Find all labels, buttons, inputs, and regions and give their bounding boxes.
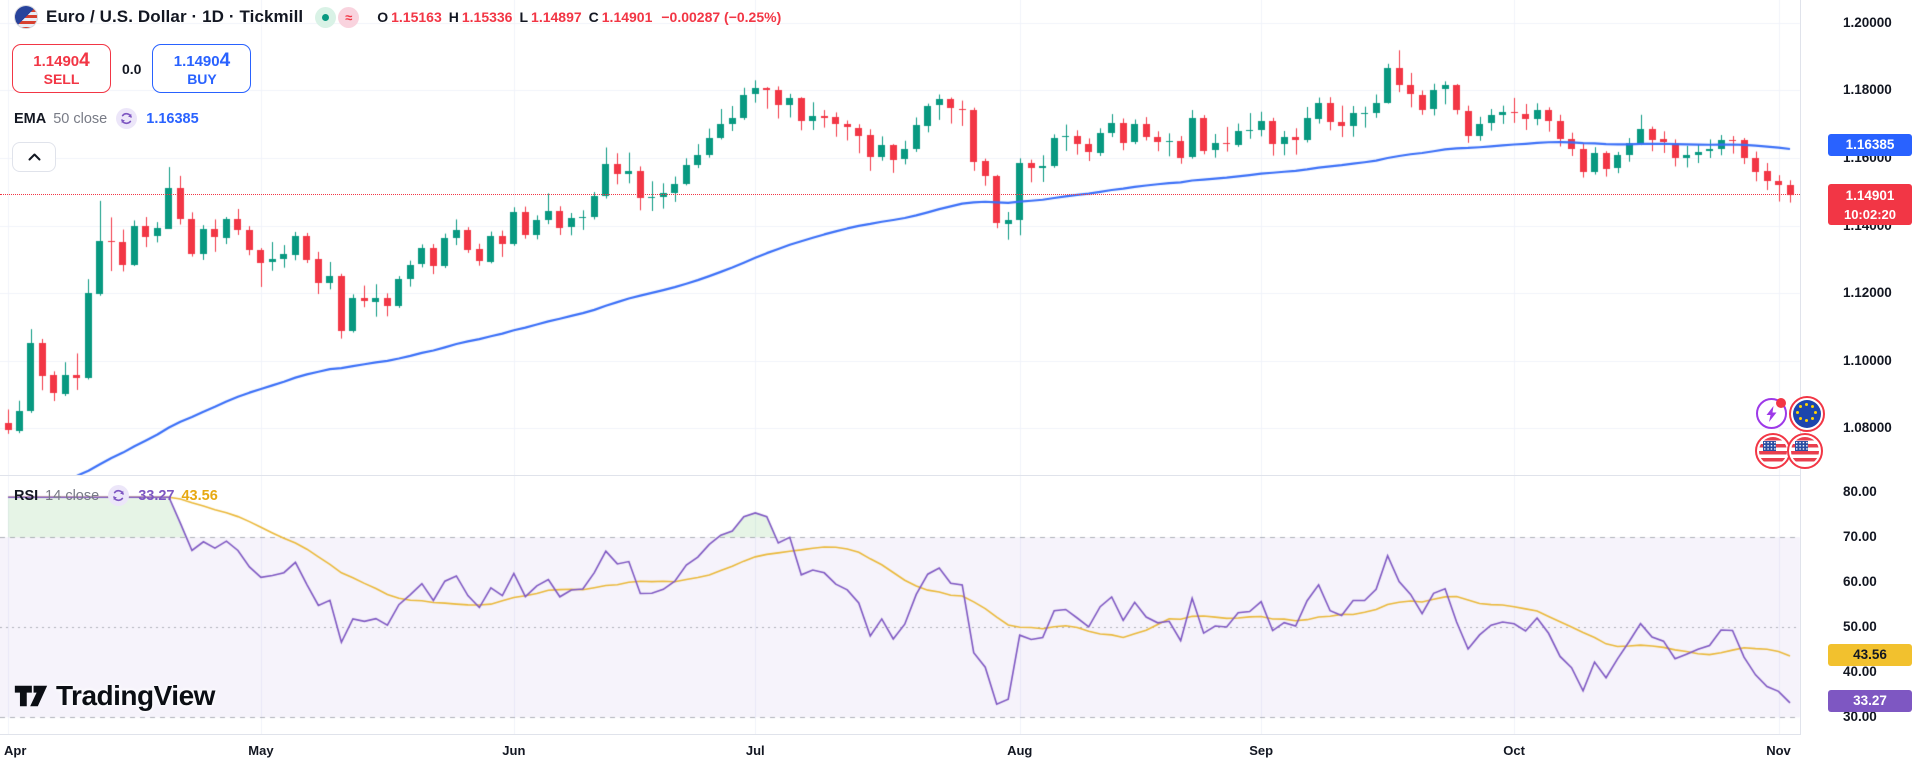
notification-dot	[1776, 398, 1786, 408]
rsi-ma-badge[interactable]: 43.56	[1828, 644, 1912, 666]
price-axis-tick: 1.10000	[1843, 352, 1892, 368]
time-axis-separator	[0, 734, 1919, 735]
rsi-ma-value: 43.56	[181, 487, 218, 504]
market-open-icon	[315, 6, 337, 28]
tradingview-mark-icon	[14, 685, 48, 707]
rsi-axis-tick: 70.00	[1843, 529, 1877, 545]
time-axis-label: Jul	[745, 743, 765, 758]
symbol-flag-icon	[14, 5, 38, 29]
low-value: 1.14897	[531, 9, 582, 25]
broker-flags-watermark	[1754, 396, 1826, 470]
time-axis-label: Nov	[1766, 743, 1791, 758]
price-axis-tick: 1.18000	[1843, 82, 1892, 98]
us-flag-icon	[1787, 433, 1823, 469]
price-axis-tick: 1.08000	[1843, 420, 1892, 436]
delayed-data-icon: ≈	[338, 6, 360, 28]
eu-flag-icon	[1789, 396, 1825, 432]
rsi-axis-tick: 50.00	[1843, 619, 1877, 635]
time-axis-label: Oct	[1503, 743, 1525, 758]
collapse-legend-button[interactable]	[12, 142, 56, 172]
bar-countdown: 10:02:20	[1843, 206, 1897, 222]
price-axis-tick: 1.20000	[1843, 14, 1892, 30]
rsi-axis-tick: 60.00	[1843, 574, 1877, 590]
price-axis-separator[interactable]	[1800, 0, 1801, 769]
rsi-indicator-legend[interactable]: RSI 14 close 33.27 43.56	[14, 485, 218, 506]
close-value: 1.14901	[601, 9, 653, 25]
time-axis[interactable]: Apr May Jun Jul Aug Sep Oct Nov	[0, 735, 1919, 769]
change-value: −0.00287 (−0.25%)	[661, 9, 782, 25]
market-status[interactable]: ≈	[315, 6, 360, 28]
time-axis-label: Aug	[1007, 743, 1033, 758]
us-flag-icon	[1755, 433, 1791, 469]
last-price-badge[interactable]: 1.14901 10:02:20	[1828, 184, 1912, 225]
ohlc-values: O 1.15163 H 1.15336 L 1.14897 C 1.14901 −0.0…	[377, 9, 782, 25]
time-axis-label: Sep	[1249, 743, 1274, 758]
panel-separator[interactable]	[0, 475, 1919, 476]
rsi-value-badge[interactable]: 33.27	[1828, 690, 1912, 712]
rsi-value: 33.27	[138, 487, 175, 504]
high-value: 1.15336	[461, 9, 513, 25]
ema-indicator-legend[interactable]: EMA 50 close 1.16385	[14, 108, 199, 129]
trade-panel: 1.14904 SELL 0.0 1.14904 BUY	[12, 44, 252, 93]
time-axis-label: Jun	[502, 743, 526, 758]
rsi-axis-tick: 40.00	[1843, 664, 1877, 680]
indicator-loading-icon	[108, 485, 130, 506]
rsi-axis-tick: 30.00	[1843, 709, 1877, 725]
indicator-loading-icon	[116, 108, 138, 129]
sell-button[interactable]: 1.14904 SELL	[12, 44, 111, 93]
timeframe-label: 1D	[202, 7, 225, 26]
spread-value: 0.0	[122, 60, 142, 77]
open-value: 1.15163	[391, 9, 442, 25]
buy-button[interactable]: 1.14904 BUY	[152, 44, 252, 93]
last-price-line	[0, 194, 1800, 195]
tradingview-logo[interactable]: TradingView	[14, 680, 215, 712]
time-axis-label: May	[248, 743, 274, 758]
symbol-title[interactable]: Euro / U.S. Dollar · 1D · Tickmill	[46, 7, 304, 26]
symbol-legend: Euro / U.S. Dollar · 1D · Tickmill ≈ O 1.…	[14, 5, 781, 29]
ema-price-badge[interactable]: 1.16385	[1828, 134, 1912, 156]
rsi-axis-tick: 80.00	[1843, 484, 1877, 500]
chevron-up-icon	[28, 153, 40, 161]
broker-label: Tickmill	[239, 7, 304, 26]
lightning-icon	[1756, 398, 1787, 429]
price-axis-tick: 1.12000	[1843, 285, 1892, 301]
ema-value: 1.16385	[146, 110, 199, 127]
price-axis[interactable]: 1.20000 1.18000 1.16000 1.14000 1.12000 1.100…	[1801, 0, 1919, 769]
time-axis-label: Apr	[4, 743, 27, 758]
